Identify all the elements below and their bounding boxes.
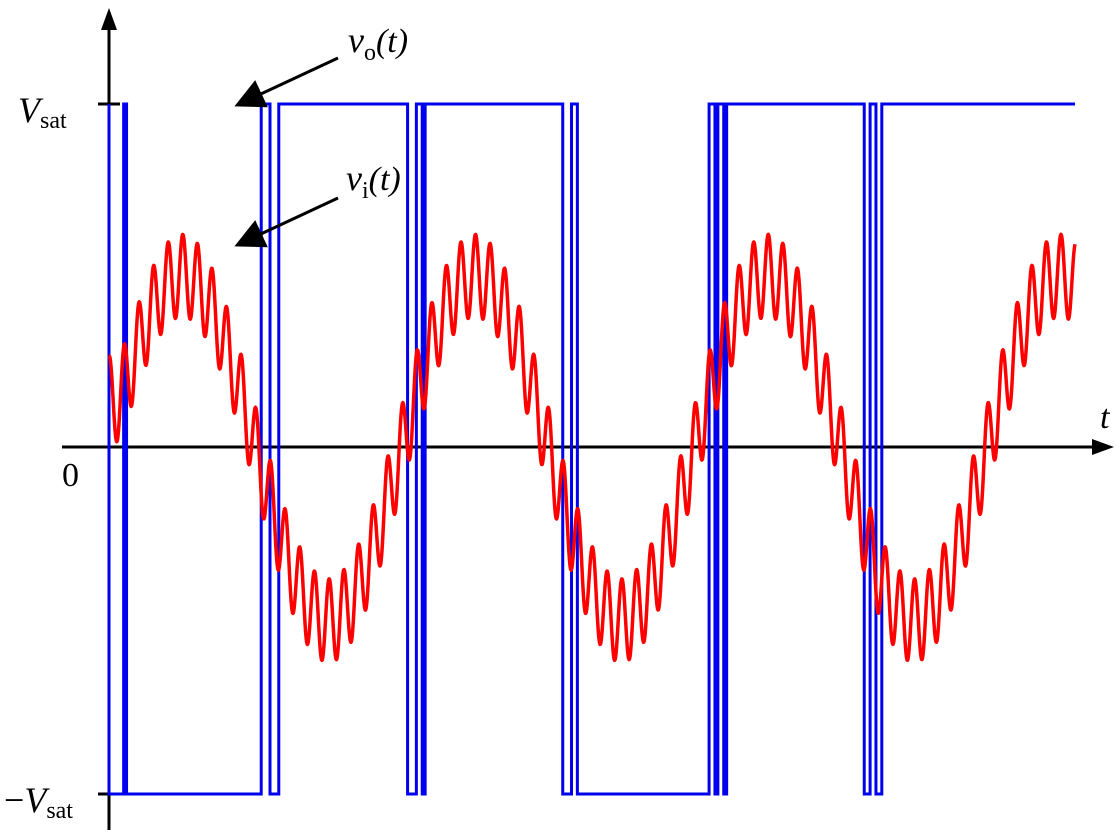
vi-noisy-sine bbox=[107, 232, 1077, 663]
annotation-vi-arrow bbox=[234, 196, 339, 248]
x-axis-arrow-icon bbox=[1092, 439, 1114, 455]
vo-square-wave bbox=[107, 102, 1075, 796]
x-axis-label: t bbox=[1100, 399, 1111, 436]
tick-label-neg-vsat: −Vsat bbox=[4, 780, 73, 824]
series-vo bbox=[107, 102, 1075, 796]
origin-label: 0 bbox=[62, 457, 79, 494]
annotation-vi: vi(t) bbox=[346, 158, 401, 204]
series-vi bbox=[107, 232, 1077, 663]
annotation-vo-arrow bbox=[234, 56, 339, 108]
y-axis-arrow-icon bbox=[101, 8, 117, 30]
tick-label-vsat: Vsat bbox=[18, 90, 67, 134]
annotation-vo: vo(t) bbox=[348, 20, 408, 66]
